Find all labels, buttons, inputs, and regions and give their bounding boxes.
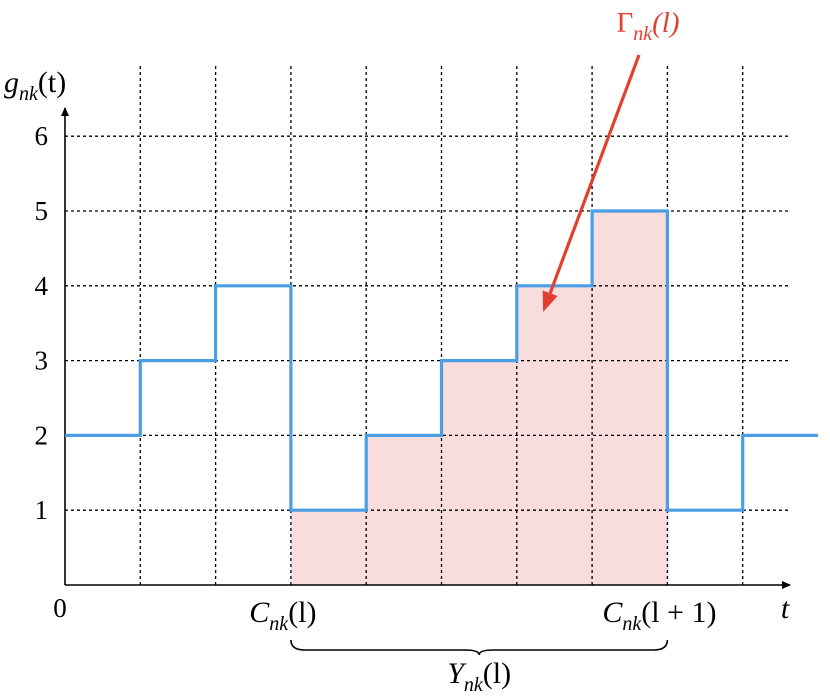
shaded-bar-5 (441, 360, 517, 585)
y-axis-label: gnk(t) (4, 66, 66, 105)
brace-label: Ynk(l) (447, 657, 511, 696)
series-layer (65, 209, 818, 512)
annotation-arrow-shaft (548, 54, 641, 294)
y-tick-label-4: 4 (35, 271, 49, 301)
shaded-area-layer (290, 211, 668, 585)
interval-brace (290, 639, 669, 656)
x-marker-label-0: Cnk(l) (249, 596, 316, 635)
axes-layer (61, 107, 791, 589)
origin-label: 0 (53, 593, 67, 623)
y-tick-label-3: 3 (35, 346, 49, 376)
step-series-line (65, 209, 818, 512)
shaded-bar-7 (592, 211, 668, 585)
annotation-label: Γnk(l) (616, 7, 679, 45)
x-axis-label: t (781, 592, 790, 625)
y-tick-label-5: 5 (35, 196, 49, 226)
y-tick-label-2: 2 (35, 420, 49, 450)
shaded-bar-3 (290, 510, 367, 585)
x-marker-label-1: Cnk(l + 1) (602, 596, 716, 635)
labels-layer: 1 2 3 4 5 6 0 t gnk(t) Cnk(l) Cnk(l + 1) Ynk(l) (4, 66, 790, 696)
annotation-arrow-head (542, 290, 558, 312)
y-tick-label-6: 6 (35, 121, 49, 151)
y-tick-label-1: 1 (35, 495, 49, 525)
annotation-layer: Γnk(l) (542, 7, 680, 312)
